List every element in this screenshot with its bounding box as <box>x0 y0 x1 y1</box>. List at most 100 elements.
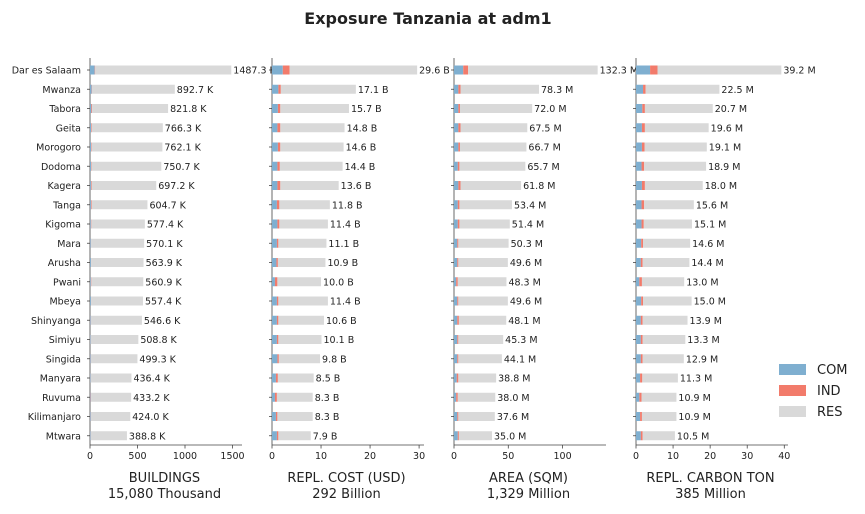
bar-ind <box>458 85 460 94</box>
bar-com <box>636 162 642 171</box>
bar-res <box>645 143 707 152</box>
bar-res <box>458 239 508 248</box>
data-label: 388.8 K <box>129 431 166 442</box>
bar-res <box>92 143 163 152</box>
bar-ind <box>276 374 278 383</box>
data-label: 604.7 K <box>149 200 186 211</box>
data-label: 48.3 M <box>508 277 540 288</box>
data-label: 44.1 M <box>504 354 536 365</box>
bar-res <box>460 104 532 113</box>
data-label: 13.0 M <box>686 277 718 288</box>
bar-com <box>636 431 641 440</box>
bar-com <box>636 123 642 132</box>
panel-total-label: 385 Million <box>675 487 746 502</box>
bar-ind <box>91 143 92 152</box>
bar-ind <box>642 200 645 209</box>
data-label: 436.4 K <box>133 374 170 385</box>
bar-res <box>277 277 321 286</box>
category-label: Shinyanga <box>31 316 81 327</box>
data-label: 8.3 B <box>315 393 340 404</box>
data-label: 10.6 B <box>326 316 357 327</box>
bar-res <box>458 258 508 267</box>
x-tick-label: 500 <box>128 451 146 462</box>
bar-res <box>644 162 706 171</box>
data-label: 20.7 M <box>715 104 747 115</box>
category-label: Pwani <box>53 277 81 288</box>
bar-res <box>290 66 417 75</box>
bar-res <box>645 104 713 113</box>
legend-swatch <box>779 364 806 375</box>
bar-res <box>643 239 690 248</box>
data-label: 10.9 M <box>678 412 710 423</box>
data-label: 61.8 M <box>523 181 555 192</box>
data-label: 13.3 M <box>687 335 719 346</box>
x-tick-label: 1000 <box>173 451 197 462</box>
legend-label: RES <box>817 405 843 420</box>
bar-res <box>645 181 703 190</box>
bar-res <box>91 393 131 402</box>
bar-res <box>91 297 143 306</box>
bar-ind <box>276 258 277 267</box>
legend-swatch <box>779 385 806 396</box>
bar-com <box>454 277 456 286</box>
bar-res <box>642 393 677 402</box>
bar-ind <box>641 297 643 306</box>
data-label: 11.8 B <box>332 200 363 211</box>
bar-res <box>461 181 522 190</box>
data-label: 499.3 K <box>139 354 176 365</box>
data-label: 766.3 K <box>165 123 202 134</box>
bar-res <box>92 85 175 94</box>
bar-com <box>272 66 283 75</box>
data-label: 13.6 B <box>341 181 372 192</box>
bar-res <box>278 335 321 344</box>
bar-com <box>272 181 277 190</box>
bar-com <box>90 316 91 325</box>
bar-res <box>91 412 130 421</box>
data-label: 10.5 M <box>677 431 709 442</box>
bar-ind <box>642 143 645 152</box>
data-label: 35.0 M <box>494 431 526 442</box>
bar-res <box>458 277 507 286</box>
bar-com <box>636 85 643 94</box>
bar-com <box>272 143 278 152</box>
x-tick-label: 20 <box>704 451 716 462</box>
data-label: 18.9 M <box>708 162 740 173</box>
bar-ind <box>458 162 460 171</box>
data-label: 132.3 M <box>600 66 638 77</box>
bar-com <box>90 181 91 190</box>
bar-com <box>272 297 277 306</box>
bar-com <box>90 220 91 229</box>
bar-com <box>90 354 91 363</box>
data-label: 50.3 M <box>511 239 543 250</box>
data-label: 13.9 M <box>690 316 722 327</box>
bar-ind <box>277 316 278 325</box>
data-label: 424.0 K <box>132 412 169 423</box>
bar-ind <box>641 316 643 325</box>
bar-com <box>90 393 91 402</box>
category-label: Kilimanjaro <box>28 412 81 423</box>
bar-ind <box>275 277 277 286</box>
bar-com <box>90 85 92 94</box>
bar-com <box>636 104 642 113</box>
bar-res <box>277 393 313 402</box>
bar-ind <box>91 123 92 132</box>
bar-res <box>458 297 508 306</box>
bar-com <box>272 200 277 209</box>
bar-res <box>643 297 692 306</box>
data-label: 8.3 B <box>315 412 340 423</box>
bar-res <box>91 258 143 267</box>
bar-com <box>90 239 91 248</box>
bar-ind <box>278 104 280 113</box>
bar-ind <box>641 335 643 344</box>
bar-ind <box>277 297 278 306</box>
bar-res <box>644 220 692 229</box>
data-label: 570.1 K <box>146 239 183 250</box>
data-label: 762.1 K <box>164 143 201 154</box>
bar-com <box>90 66 95 75</box>
bar-res <box>91 335 138 344</box>
legend-swatch <box>779 406 806 417</box>
bar-ind <box>458 181 460 190</box>
bar-com <box>636 374 640 383</box>
